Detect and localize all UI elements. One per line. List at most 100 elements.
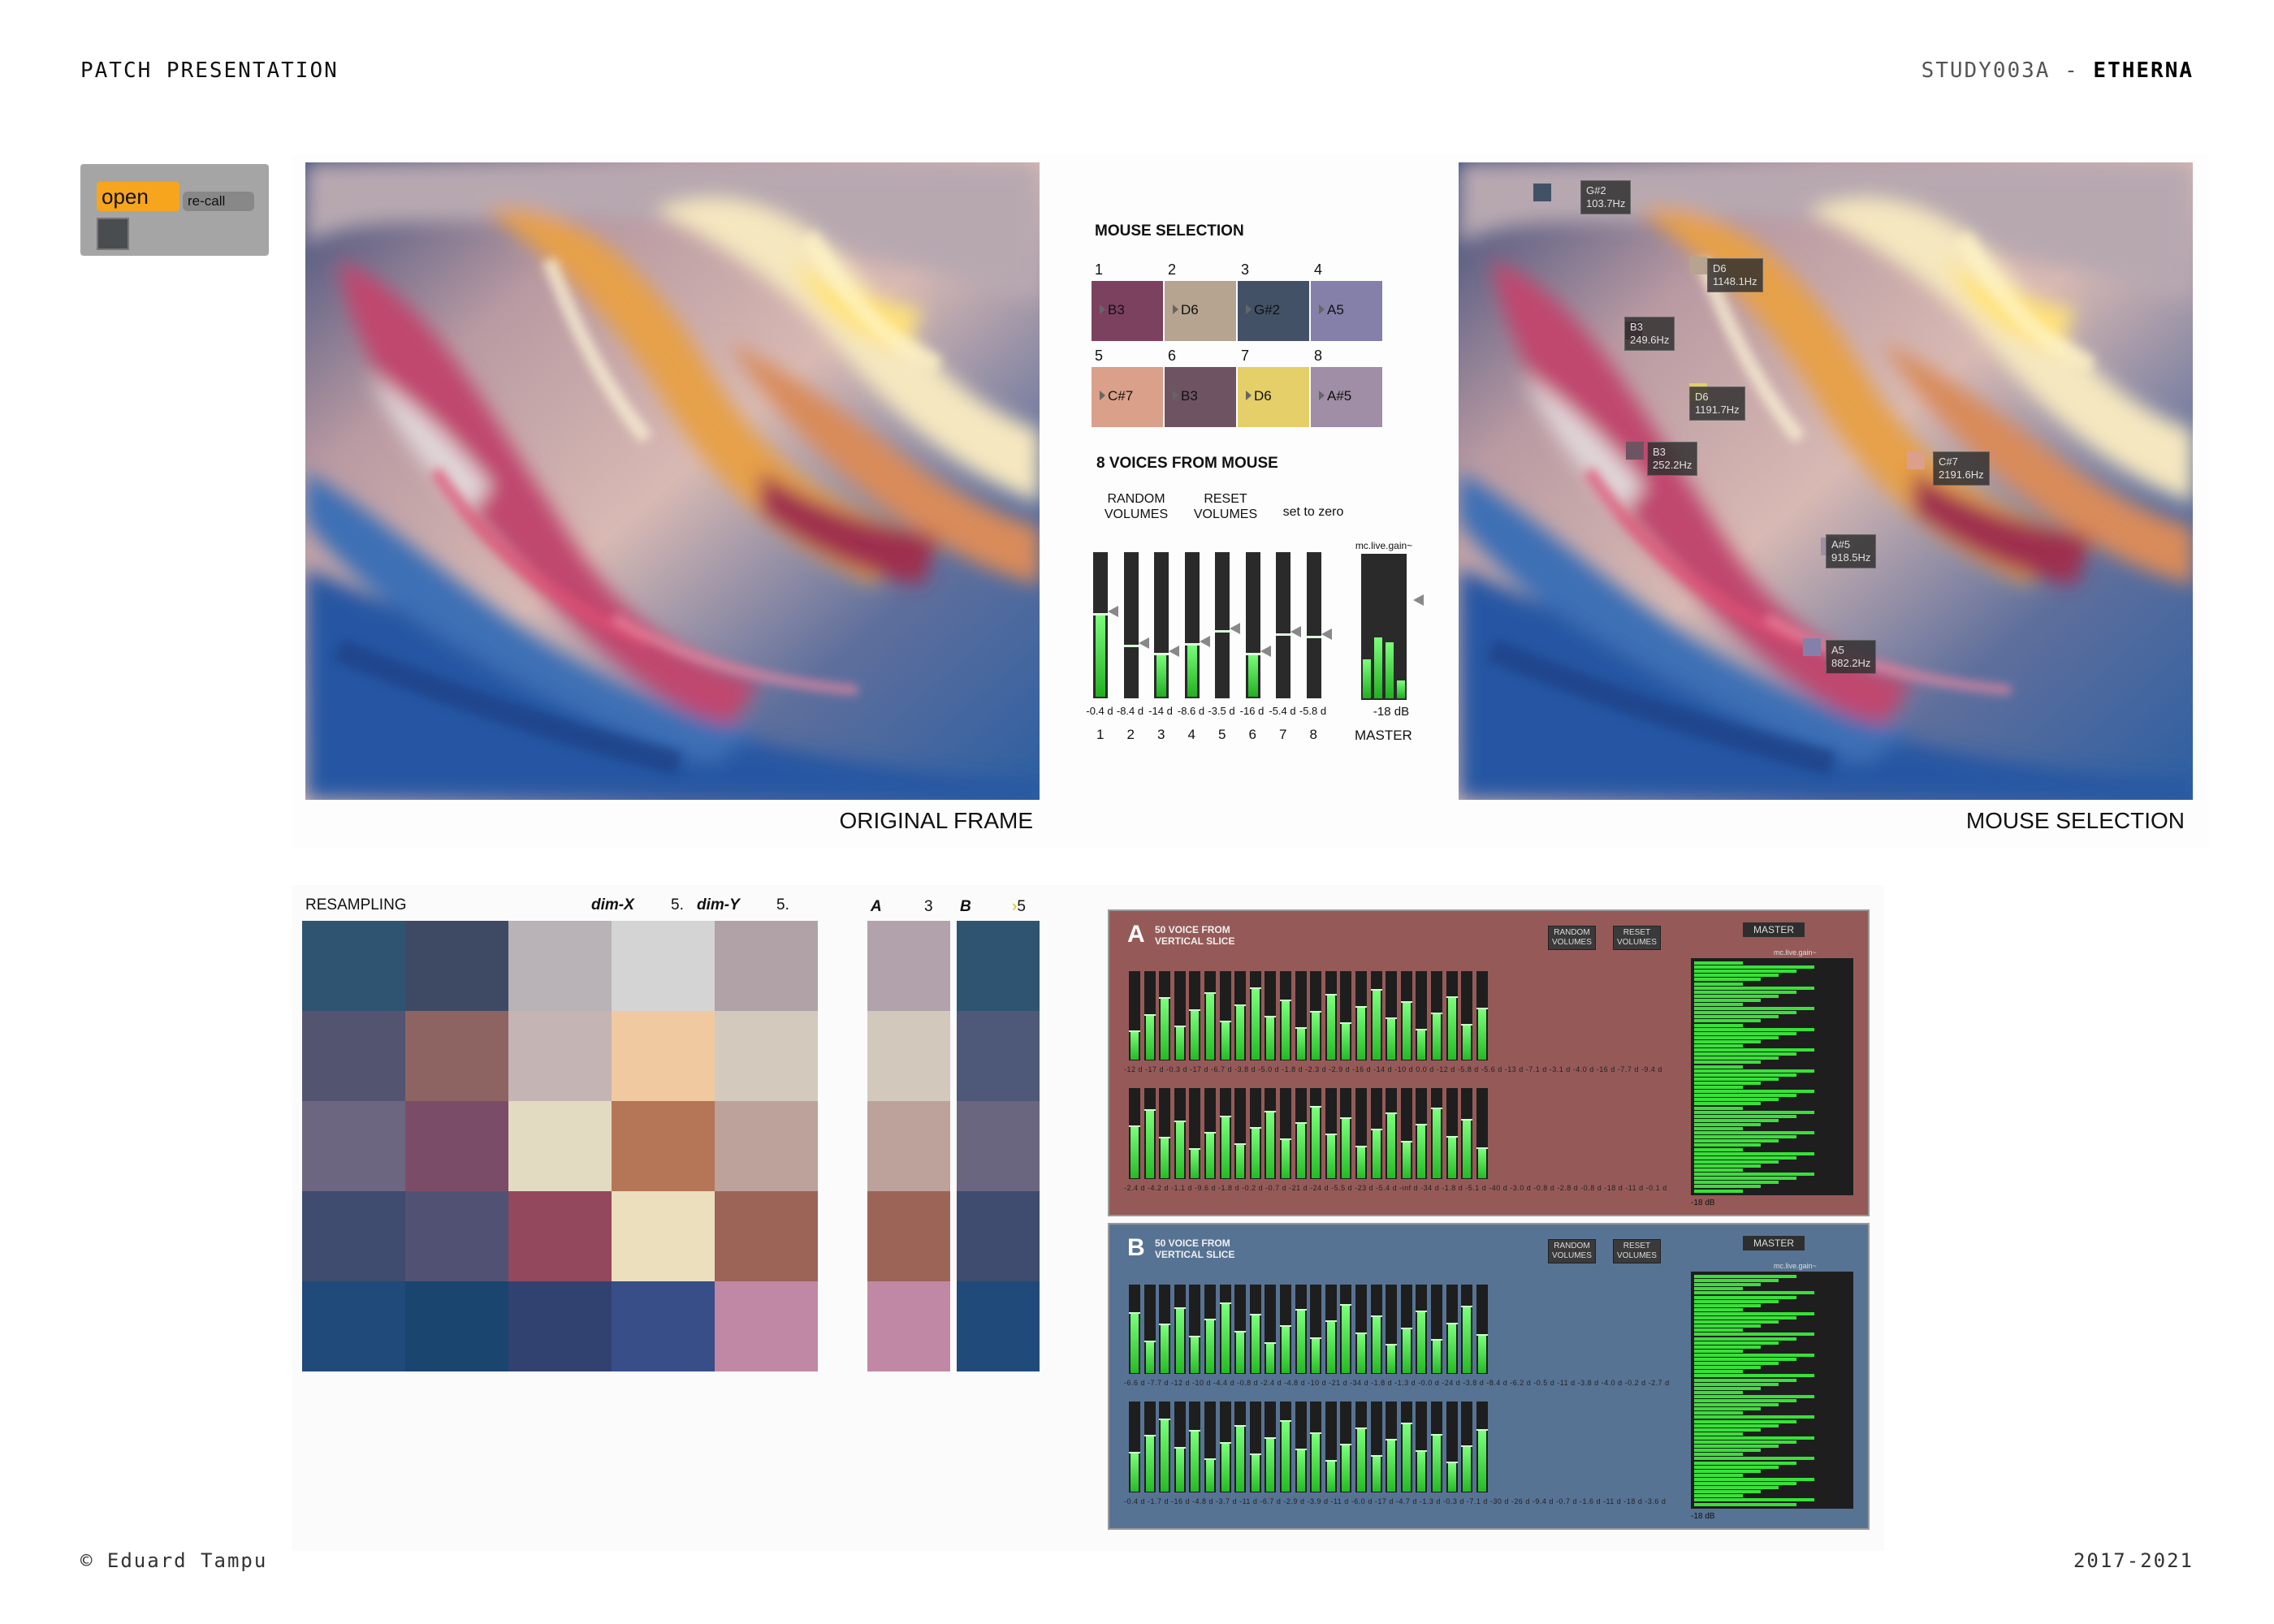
voice-fader[interactable] — [1219, 971, 1231, 1060]
voice-meter-3[interactable] — [1154, 552, 1169, 698]
voice-fader[interactable] — [1129, 1285, 1140, 1374]
voice-meter-6[interactable] — [1245, 552, 1260, 698]
voice-fader[interactable] — [1204, 1285, 1216, 1374]
voice-fader[interactable] — [1370, 1285, 1382, 1374]
master-gain-handle[interactable] — [1413, 594, 1424, 606]
voice-fader[interactable] — [1310, 971, 1322, 1060]
voice-fader[interactable] — [1189, 1402, 1201, 1492]
voice-fader[interactable] — [1446, 971, 1458, 1060]
reset-volumes-button[interactable]: RESET VOLUMES — [1193, 492, 1258, 521]
note-swatch-5[interactable]: C#7 — [1092, 367, 1163, 427]
gain-slider-handle[interactable] — [1199, 635, 1210, 647]
voice-meter-8[interactable] — [1306, 552, 1321, 698]
voice-fader[interactable] — [1476, 1402, 1488, 1492]
voice-fader[interactable] — [1461, 1285, 1473, 1374]
gain-slider-handle[interactable] — [1290, 625, 1301, 637]
voice-fader[interactable] — [1159, 971, 1171, 1060]
voice-fader[interactable] — [1219, 1088, 1231, 1179]
note-swatch-3[interactable]: G#2 — [1238, 281, 1309, 341]
voice-fader[interactable] — [1340, 1285, 1352, 1374]
voice-fader[interactable] — [1189, 1285, 1201, 1374]
voice-fader[interactable] — [1234, 1088, 1247, 1179]
voice-fader[interactable] — [1143, 971, 1156, 1060]
voice-fader[interactable] — [1295, 1088, 1307, 1179]
dim-y-value[interactable]: 5. — [776, 896, 789, 914]
recall-button[interactable]: re-call — [183, 192, 254, 211]
voice-fader[interactable] — [1174, 1402, 1186, 1492]
voice-fader[interactable] — [1400, 971, 1412, 1060]
voice-fader[interactable] — [1143, 1088, 1156, 1179]
voice-fader[interactable] — [1416, 1285, 1428, 1374]
voice-fader[interactable] — [1325, 1402, 1337, 1492]
dim-x-value[interactable]: 5. — [671, 896, 684, 914]
voice-fader[interactable] — [1355, 1402, 1367, 1492]
voice-fader[interactable] — [1280, 1088, 1291, 1179]
voice-fader[interactable] — [1265, 1402, 1277, 1492]
voice-meter-1[interactable] — [1093, 552, 1108, 698]
voice-fader[interactable] — [1476, 1088, 1488, 1179]
voice-fader[interactable] — [1310, 1088, 1322, 1179]
voice-fader[interactable] — [1400, 1088, 1412, 1179]
voice-fader[interactable] — [1386, 971, 1398, 1060]
voice-fader[interactable] — [1143, 1402, 1156, 1492]
master-button[interactable]: MASTER — [1743, 1236, 1805, 1250]
open-button[interactable]: open — [97, 182, 179, 211]
voice-fader[interactable] — [1431, 1088, 1442, 1179]
voice-fader[interactable] — [1461, 1402, 1473, 1492]
note-swatch-1[interactable]: B3 — [1092, 281, 1163, 341]
voice-fader[interactable] — [1219, 1402, 1231, 1492]
voice-fader[interactable] — [1355, 971, 1367, 1060]
voice-meter-7[interactable] — [1276, 552, 1290, 698]
voice-fader[interactable] — [1446, 1285, 1458, 1374]
voice-fader[interactable] — [1416, 1088, 1428, 1179]
voice-fader[interactable] — [1431, 1285, 1442, 1374]
voice-fader[interactable] — [1370, 971, 1382, 1060]
master-button[interactable]: MASTER — [1743, 922, 1805, 937]
master-gain-meter[interactable] — [1691, 1272, 1853, 1509]
toggle-button[interactable] — [97, 218, 129, 250]
voice-fader[interactable] — [1219, 1285, 1231, 1374]
gain-slider-handle[interactable] — [1108, 605, 1118, 617]
note-swatch-8[interactable]: A#5 — [1311, 367, 1382, 427]
voice-fader[interactable] — [1265, 971, 1277, 1060]
note-swatch-4[interactable]: A5 — [1311, 281, 1382, 341]
voice-fader[interactable] — [1159, 1088, 1171, 1179]
voice-fader[interactable] — [1204, 1088, 1216, 1179]
gain-slider-handle[interactable] — [1321, 628, 1332, 641]
voice-fader[interactable] — [1386, 1088, 1398, 1179]
voice-fader[interactable] — [1280, 1285, 1291, 1374]
random-volumes-button[interactable]: RANDOM VOLUMES — [1548, 1239, 1596, 1263]
reset-volumes-button[interactable]: RESET VOLUMES — [1613, 926, 1661, 950]
voice-fader[interactable] — [1446, 1088, 1458, 1179]
voice-fader[interactable] — [1174, 1088, 1186, 1179]
random-volumes-button[interactable]: RANDOM VOLUMES — [1548, 926, 1596, 950]
note-swatch-7[interactable]: D6 — [1238, 367, 1309, 427]
voice-fader[interactable] — [1355, 1088, 1367, 1179]
voice-fader[interactable] — [1431, 1402, 1442, 1492]
voice-fader[interactable] — [1310, 1402, 1322, 1492]
voice-fader[interactable] — [1189, 971, 1201, 1060]
voice-fader[interactable] — [1355, 1285, 1367, 1374]
voice-meter-4[interactable] — [1184, 552, 1200, 698]
voice-fader[interactable] — [1416, 1402, 1428, 1492]
voice-fader[interactable] — [1234, 1402, 1247, 1492]
gain-slider-handle[interactable] — [1230, 623, 1240, 635]
voice-fader[interactable] — [1174, 971, 1186, 1060]
voice-fader[interactable] — [1400, 1285, 1412, 1374]
voice-fader[interactable] — [1204, 971, 1216, 1060]
voice-fader[interactable] — [1325, 1088, 1337, 1179]
voice-fader[interactable] — [1340, 971, 1352, 1060]
voice-fader[interactable] — [1280, 971, 1291, 1060]
voice-meter-2[interactable] — [1123, 552, 1139, 698]
voice-fader[interactable] — [1129, 1402, 1140, 1492]
voice-fader[interactable] — [1431, 971, 1442, 1060]
voice-fader[interactable] — [1159, 1285, 1171, 1374]
voice-fader[interactable] — [1476, 971, 1488, 1060]
voice-fader[interactable] — [1325, 971, 1337, 1060]
col-b-value[interactable]: ›5 — [1012, 898, 1026, 915]
master-gain-meter[interactable] — [1691, 958, 1853, 1195]
note-swatch-2[interactable]: D6 — [1165, 281, 1236, 341]
voice-fader[interactable] — [1386, 1402, 1398, 1492]
voice-fader[interactable] — [1461, 971, 1473, 1060]
voice-fader[interactable] — [1476, 1285, 1488, 1374]
